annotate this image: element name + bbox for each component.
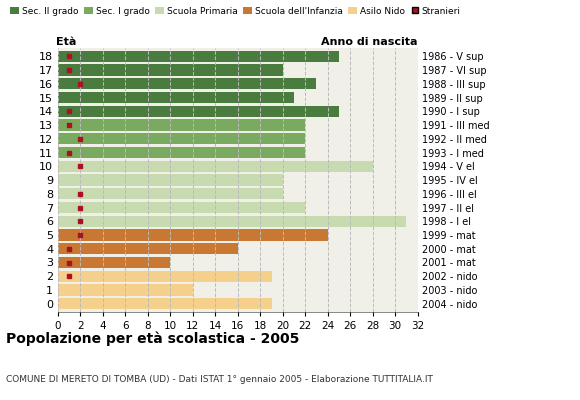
Bar <box>58 147 305 158</box>
Bar <box>58 119 305 131</box>
Bar <box>58 229 328 241</box>
Bar <box>58 216 407 227</box>
Bar <box>58 133 305 144</box>
Bar <box>58 161 372 172</box>
Legend: Sec. II grado, Sec. I grado, Scuola Primaria, Scuola dell'Infanzia, Asilo Nido, : Sec. II grado, Sec. I grado, Scuola Prim… <box>10 6 461 16</box>
Bar <box>58 92 294 103</box>
Bar <box>58 51 339 62</box>
Bar <box>58 106 339 117</box>
Bar <box>58 243 238 254</box>
Bar <box>58 284 193 296</box>
Bar <box>58 298 271 309</box>
Bar <box>58 78 317 89</box>
Text: COMUNE DI MERETO DI TOMBA (UD) - Dati ISTAT 1° gennaio 2005 - Elaborazione TUTTI: COMUNE DI MERETO DI TOMBA (UD) - Dati IS… <box>6 375 433 384</box>
Bar <box>58 271 271 282</box>
Bar <box>58 202 305 213</box>
Bar <box>58 257 171 268</box>
Bar <box>58 64 282 76</box>
Text: Età: Età <box>56 38 77 48</box>
Bar <box>58 188 282 199</box>
Text: Anno di nascita: Anno di nascita <box>321 38 418 48</box>
Bar <box>58 174 282 186</box>
Text: Popolazione per età scolastica - 2005: Popolazione per età scolastica - 2005 <box>6 332 299 346</box>
